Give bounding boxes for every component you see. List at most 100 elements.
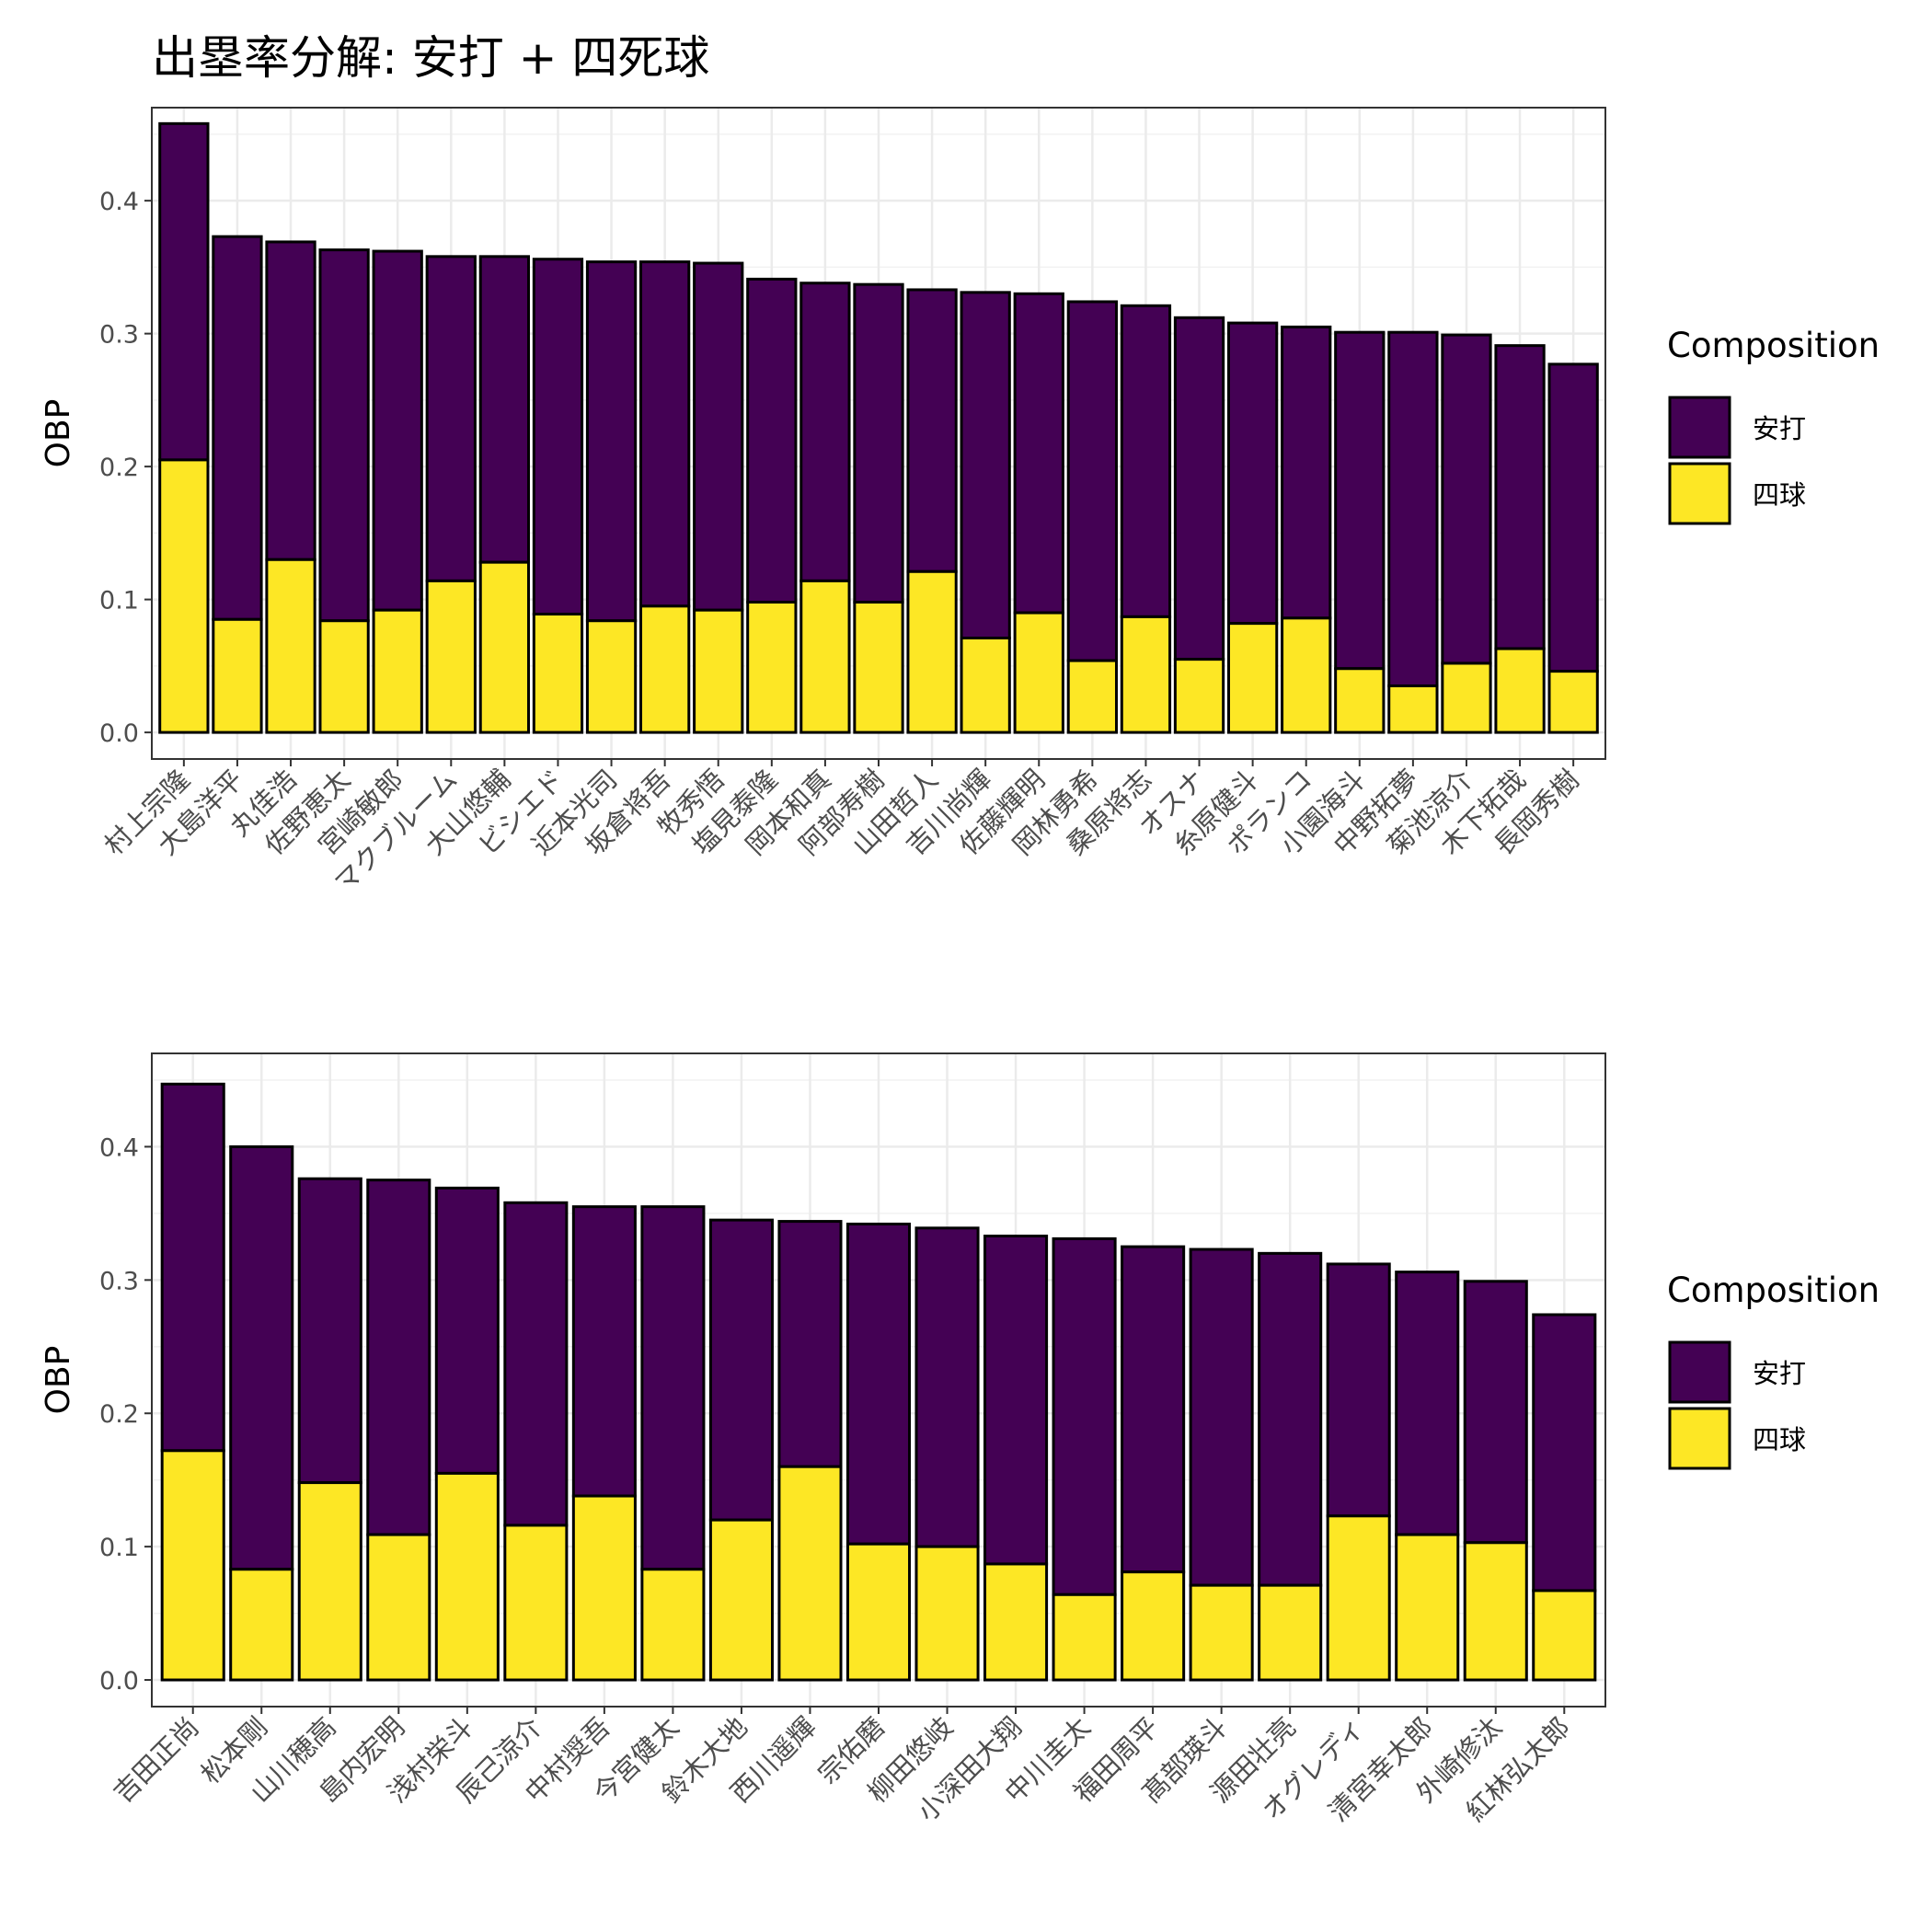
bar-hits-14: [1052, 1236, 1117, 1596]
bar-walks-4: [366, 1533, 431, 1682]
bar-hits-10: [639, 260, 691, 608]
bar-walks-13: [983, 1562, 1049, 1682]
bar-walks-26: [1494, 647, 1546, 734]
bar-hits-21: [1532, 1313, 1597, 1593]
bar-hits-2: [212, 235, 263, 621]
bar-walks-13: [799, 579, 851, 734]
bar-hits-3: [297, 1177, 362, 1485]
legend-title: Composition: [1667, 326, 1880, 365]
bar-walks-10: [639, 604, 691, 734]
bar-hits-7: [571, 1205, 637, 1498]
bar-hits-18: [1326, 1262, 1391, 1518]
legend-label-2: 四球: [1753, 1424, 1806, 1455]
y-tick-label: 0.2: [99, 454, 139, 482]
bar-walks-9: [708, 1518, 774, 1682]
bar-walks-14: [853, 601, 904, 734]
bar-walks-3: [265, 558, 316, 734]
bar-walks-20: [1463, 1541, 1528, 1682]
bar-walks-27: [1547, 670, 1599, 734]
bar-hits-4: [366, 1179, 431, 1536]
y-tick-label: 0.3: [99, 1267, 139, 1295]
bar-hits-13: [799, 282, 851, 582]
bar-hits-15: [1121, 1245, 1186, 1574]
bar-walks-8: [532, 613, 584, 734]
bar-walks-19: [1395, 1533, 1460, 1682]
bar-walks-1: [158, 458, 210, 734]
bar-walks-22: [1281, 616, 1332, 734]
bar-walks-7: [478, 560, 531, 734]
bar-walks-16: [960, 637, 1011, 734]
bar-walks-16: [1189, 1583, 1254, 1682]
bar-walks-12: [914, 1545, 980, 1682]
bar-walks-2: [212, 617, 263, 734]
bar-hits-16: [960, 291, 1011, 640]
bar-hits-19: [1395, 1271, 1460, 1536]
bar-hits-11: [693, 261, 744, 612]
bar-walks-3: [297, 1481, 362, 1682]
bar-hits-8: [532, 258, 584, 616]
bar-walks-21: [1226, 622, 1279, 734]
bar-hits-24: [1387, 330, 1439, 688]
bar-walks-9: [585, 619, 638, 734]
y-tick-label: 0.0: [99, 719, 139, 748]
bar-walks-2: [229, 1568, 294, 1682]
bar-walks-24: [1387, 684, 1439, 734]
x-tick-label: 吉田正尚: [108, 1711, 205, 1809]
bar-hits-20: [1463, 1280, 1528, 1545]
bar-hits-11: [845, 1222, 912, 1546]
bar-hits-15: [906, 288, 958, 573]
bar-walks-15: [1121, 1570, 1186, 1682]
bar-hits-27: [1547, 362, 1599, 673]
bar-hits-26: [1494, 344, 1546, 650]
bar-hits-25: [1441, 333, 1492, 665]
legend-label-1: 安打: [1753, 413, 1806, 444]
bar-walks-1: [160, 1449, 225, 1682]
bar-hits-1: [160, 1082, 225, 1453]
bar-walks-6: [425, 579, 477, 734]
bar-hits-9: [585, 260, 638, 623]
bar-hits-3: [265, 240, 316, 561]
bar-walks-20: [1173, 658, 1225, 734]
chart-panel-2: 0.00.10.20.30.4吉田正尚松本剛山川穂高島内宏明浅村栄斗辰己涼介中村…: [40, 1052, 1880, 1827]
y-tick-label: 0.1: [99, 1534, 139, 1562]
y-tick-label: 0.3: [99, 321, 139, 350]
bar-walks-15: [906, 569, 958, 734]
bar-hits-17: [1013, 292, 1064, 615]
bar-walks-19: [1120, 615, 1172, 734]
bar-walks-25: [1441, 661, 1492, 734]
bar-hits-7: [478, 255, 531, 564]
bar-walks-18: [1326, 1514, 1391, 1682]
bar-walks-7: [571, 1494, 637, 1682]
bar-walks-10: [777, 1465, 843, 1682]
bar-walks-12: [746, 601, 798, 734]
bar-hits-22: [1281, 325, 1332, 620]
bar-walks-5: [372, 608, 423, 734]
bar-walks-17: [1013, 611, 1064, 734]
bar-walks-14: [1052, 1593, 1117, 1682]
bar-walks-6: [503, 1524, 569, 1682]
legend-key-2: [1668, 1407, 1731, 1470]
bar-hits-2: [229, 1144, 294, 1571]
bar-walks-4: [318, 619, 370, 734]
y-tick-label: 0.0: [99, 1667, 139, 1696]
bar-hits-13: [983, 1235, 1049, 1566]
bar-hits-5: [434, 1186, 500, 1475]
bar-hits-16: [1189, 1248, 1254, 1587]
figure-title: 出塁率分解: 安打 + 四死球: [152, 31, 709, 85]
chart-panel-1: 0.00.10.20.30.4村上宗隆大島洋平丸佳浩佐野恵太宮崎敏郎マクブルーム…: [40, 107, 1880, 898]
bar-hits-12: [746, 277, 798, 604]
legend-title: Composition: [1667, 1271, 1880, 1310]
legend-key-1: [1668, 396, 1731, 459]
bar-walks-23: [1334, 667, 1386, 734]
bar-hits-10: [777, 1220, 843, 1468]
bar-hits-21: [1226, 321, 1279, 626]
legend-label-2: 四球: [1753, 479, 1806, 511]
bar-hits-6: [425, 255, 477, 582]
bar-hits-8: [640, 1205, 706, 1571]
bar-hits-6: [503, 1201, 569, 1527]
bar-hits-14: [853, 282, 904, 604]
bar-hits-4: [318, 248, 370, 623]
